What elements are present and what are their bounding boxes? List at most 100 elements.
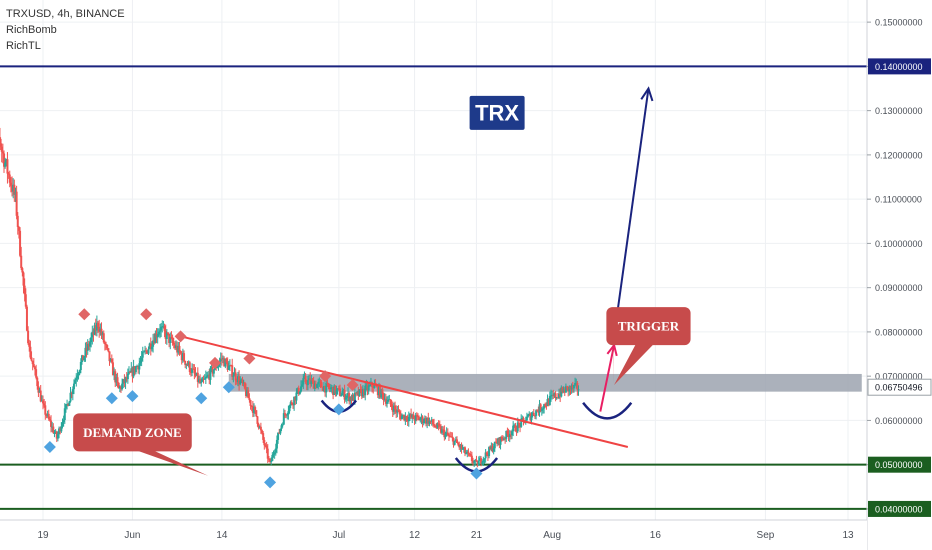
candle-body [187, 362, 190, 366]
descending-trendline[interactable] [180, 335, 629, 448]
candle-body [527, 414, 530, 417]
candle-body [514, 425, 517, 432]
candle-body [497, 438, 500, 444]
candle-body [257, 423, 260, 428]
candle-body [398, 411, 401, 415]
candle-body [230, 365, 233, 367]
projection-arrow-head[interactable] [640, 86, 654, 102]
candle-body [436, 423, 439, 428]
candle-body [204, 376, 207, 379]
candle-body [392, 405, 395, 412]
symbol-badge[interactable] [469, 95, 525, 130]
candle-body [351, 394, 354, 401]
indicator-richtl[interactable]: RichTL [6, 40, 41, 52]
candle-body [324, 386, 327, 393]
candle-body [89, 342, 92, 347]
candle-body [484, 452, 487, 459]
candle-body [363, 389, 366, 396]
rounded-bottom-arc[interactable] [582, 401, 633, 420]
candle-body [493, 441, 496, 449]
candle-body [406, 419, 409, 422]
candle-body [486, 454, 489, 457]
candle-body [21, 268, 24, 273]
candle-body [249, 400, 252, 406]
candle-body [405, 416, 408, 420]
candle-body [154, 333, 157, 344]
candle-body [454, 439, 457, 441]
candle-body [429, 420, 432, 422]
current-price-label: 0.06750496 [875, 383, 923, 393]
candle-body [521, 417, 524, 419]
callout-box[interactable] [606, 307, 691, 346]
candle-body [507, 433, 510, 438]
candle-body [244, 388, 247, 397]
trigger-arrow-head[interactable] [606, 342, 618, 357]
candle-body [261, 430, 264, 434]
candle-body [144, 350, 147, 352]
candle-body [305, 382, 308, 386]
bearish-signal-marker [174, 330, 187, 343]
candle-body [46, 413, 49, 416]
candle-body [337, 388, 340, 390]
candle-body [343, 390, 346, 400]
trigger-arrow[interactable] [599, 344, 616, 412]
callout-box[interactable] [73, 413, 192, 452]
candle-body [25, 306, 28, 331]
projection-arrow[interactable] [613, 88, 650, 337]
candle-body [209, 368, 212, 380]
signal-markers [43, 308, 483, 489]
bearish-signal-marker [78, 308, 91, 321]
candle-body [302, 378, 305, 385]
candle-body [444, 433, 447, 438]
candle-body [533, 415, 536, 417]
candle-body [156, 334, 159, 338]
candle-body [328, 387, 331, 389]
candle-body [193, 368, 196, 374]
candle-body [136, 366, 139, 368]
level-price-tag-label: 0.05000000 [875, 460, 923, 470]
candle-body [168, 333, 171, 343]
candle-body [475, 459, 478, 462]
candle-body [24, 294, 27, 307]
candle-body [184, 360, 187, 365]
symbol-title[interactable]: TRXUSD, 4h, BINANCE [6, 8, 125, 20]
candle-body [403, 414, 406, 421]
time-axis-label: Jun [124, 530, 140, 541]
candle-body [67, 403, 70, 406]
bearish-signal-marker [243, 352, 256, 365]
candle-body [163, 326, 166, 331]
bullish-signal-marker [43, 440, 56, 453]
time-axis-label: 19 [37, 530, 49, 541]
candle-body [361, 389, 364, 397]
candle-body [435, 427, 438, 429]
drawings-layer[interactable] [180, 86, 654, 473]
candle-body [255, 410, 258, 417]
candle-body [547, 399, 550, 405]
candle-body [121, 383, 124, 390]
candle-body [272, 454, 275, 456]
candle-body [271, 455, 274, 462]
candle-body [259, 426, 262, 431]
candle-body [146, 350, 149, 354]
candle-body [177, 345, 180, 353]
candle-body [8, 174, 11, 183]
candle-body [525, 416, 528, 421]
price-axis-label: 0.13000000 [875, 106, 923, 116]
candle-body [80, 355, 83, 362]
candle-body [27, 330, 30, 344]
candle-body [157, 331, 160, 335]
candle-body [472, 460, 475, 463]
candle-body [111, 362, 114, 376]
candle-body [6, 159, 9, 174]
candle-body [36, 377, 39, 387]
candle-body [426, 417, 429, 424]
bullish-signal-marker [470, 467, 483, 480]
annotations-layer[interactable]: TRX TRIGGER DEMAND ZONE [73, 95, 691, 476]
price-axis-label: 0.10000000 [875, 239, 923, 249]
candle-body [293, 396, 296, 406]
candle-body [513, 425, 516, 427]
time-axis-label: Jul [332, 530, 345, 541]
indicator-richbomb[interactable]: RichBomb [6, 24, 57, 36]
candle-body [160, 326, 163, 331]
